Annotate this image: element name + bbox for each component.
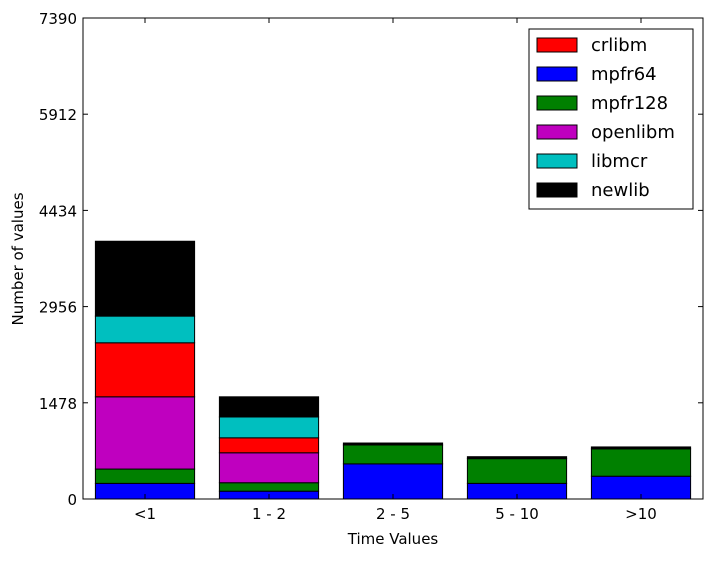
bar-openlibm-0 bbox=[94, 396, 196, 470]
legend: crlibm mpfr64 mpfr128 openlibm libmcr newlib bbox=[528, 28, 694, 210]
legend-swatch-newlib bbox=[536, 182, 578, 198]
bar-libmcr-0 bbox=[94, 315, 196, 344]
legend-swatch-mpfr128 bbox=[536, 95, 578, 111]
legend-label-mpfr128: mpfr128 bbox=[591, 93, 668, 114]
y-tick-label: 4434 bbox=[39, 202, 77, 220]
y-tick-label: 2956 bbox=[39, 299, 77, 317]
legend-swatch-crlibm bbox=[536, 37, 578, 53]
bar-crlibm-1 bbox=[218, 437, 320, 454]
bar-newlib-2 bbox=[342, 442, 444, 446]
legend-swatch-mpfr64 bbox=[536, 66, 578, 82]
x-axis-label: Time Values bbox=[347, 530, 439, 548]
bar-libmcr-1 bbox=[218, 416, 320, 439]
x-tick-label: <1 bbox=[134, 505, 156, 523]
bar-newlib-3 bbox=[466, 456, 568, 460]
bar-newlib-0 bbox=[94, 240, 196, 317]
y-tick-label: 1478 bbox=[39, 395, 77, 413]
y-axis-label: Number of values bbox=[9, 192, 27, 325]
bar-mpfr128-0 bbox=[94, 468, 196, 484]
legend-label-mpfr64: mpfr64 bbox=[591, 64, 657, 85]
bar-mpfr64-2 bbox=[342, 463, 444, 500]
bar-newlib-4 bbox=[590, 446, 692, 450]
x-tick-label: 5 - 10 bbox=[495, 505, 539, 523]
x-tick-label: 2 - 5 bbox=[376, 505, 410, 523]
legend-label-crlibm: crlibm bbox=[591, 35, 647, 56]
x-tick-label: >10 bbox=[625, 505, 657, 523]
legend-swatch-libmcr bbox=[536, 153, 578, 169]
bars-layer bbox=[94, 240, 692, 500]
bar-crlibm-0 bbox=[94, 342, 196, 398]
legend-label-libmcr: libmcr bbox=[591, 151, 648, 172]
legend-label-newlib: newlib bbox=[591, 180, 650, 201]
legend-box bbox=[528, 28, 694, 210]
legend-label-openlibm: openlibm bbox=[591, 122, 675, 143]
y-tick-label: 0 bbox=[67, 491, 77, 509]
legend-swatch-openlibm bbox=[536, 124, 578, 140]
bar-mpfr128-1 bbox=[218, 482, 320, 492]
y-tick-label: 7390 bbox=[39, 10, 77, 28]
bar-mpfr128-2 bbox=[342, 444, 444, 465]
bar-openlibm-1 bbox=[218, 452, 320, 484]
bar-mpfr128-4 bbox=[590, 448, 692, 477]
x-tick-label: 1 - 2 bbox=[252, 505, 286, 523]
bar-mpfr128-3 bbox=[466, 458, 568, 484]
x-axis: <1 1 - 2 2 - 5 5 - 10 >10 bbox=[134, 18, 657, 523]
bar-newlib-1 bbox=[218, 396, 320, 418]
y-tick-label: 5912 bbox=[39, 106, 77, 124]
y-axis: 0 1478 2956 4434 5912 7390 bbox=[39, 10, 703, 509]
